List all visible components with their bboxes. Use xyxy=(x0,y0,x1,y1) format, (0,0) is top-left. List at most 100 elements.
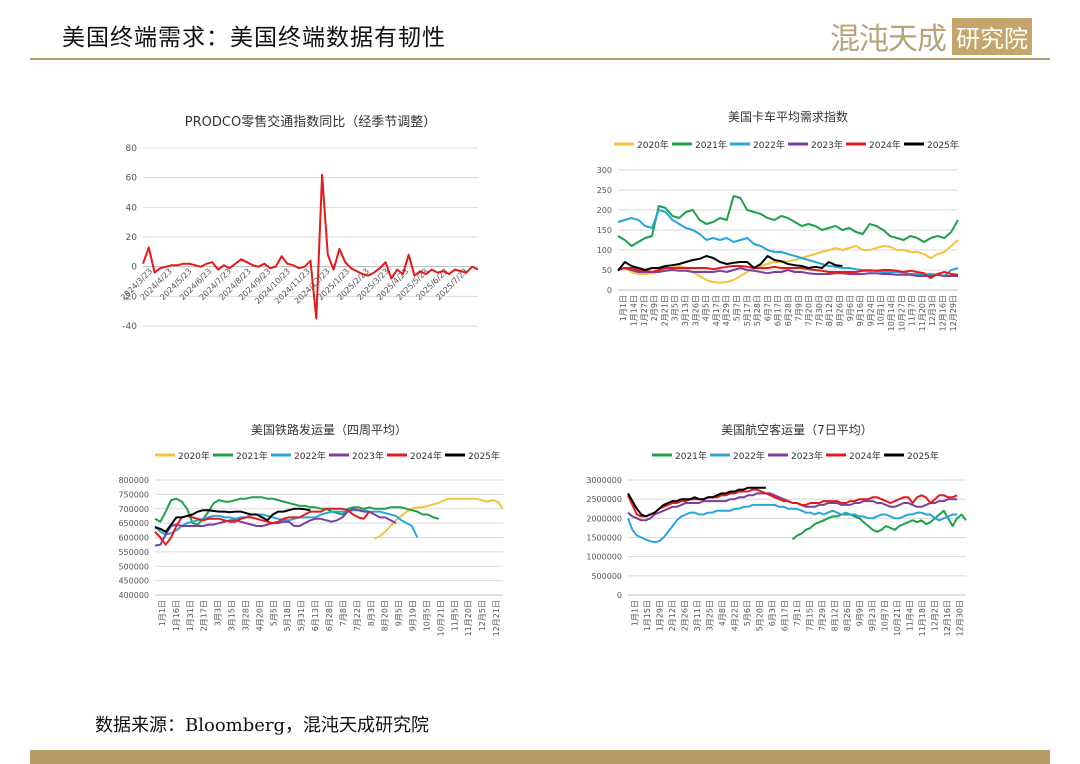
brand-logo-text: 混沌天成 xyxy=(830,22,947,57)
x-tick-label: 1月1日 xyxy=(630,600,639,626)
y-tick-label: 1000000 xyxy=(586,553,622,562)
series-line-2025年 xyxy=(627,486,766,518)
x-tick-label: 5月5日 xyxy=(269,600,278,626)
x-tick-label: 5月17日 xyxy=(743,295,752,326)
x-tick-label: 3月15日 xyxy=(228,600,237,631)
x-tick-label: 7月9日 xyxy=(794,295,803,321)
x-tick-label: 8月26日 xyxy=(843,600,852,631)
legend-label: 2020年 xyxy=(178,450,210,462)
x-tick-label: 5月7日 xyxy=(732,295,741,321)
x-tick-label: 12月5日 xyxy=(478,600,487,631)
x-tick-label: 10月1日 xyxy=(877,295,886,326)
x-tick-label: 11月20日 xyxy=(464,600,473,636)
page-title: 美国终端需求：美国终端数据有韧性 xyxy=(62,25,446,51)
x-tick-label: 9月23日 xyxy=(868,600,877,631)
x-tick-label: 4月20日 xyxy=(255,600,264,631)
x-tick-label: 5月6日 xyxy=(743,600,752,626)
x-tick-label: 2月12日 xyxy=(668,600,677,631)
chart-title: 美国卡车平均需求指数 xyxy=(728,109,848,124)
x-tick-label: 6月3日 xyxy=(768,600,777,626)
x-tick-label: 11月20日 xyxy=(918,295,927,331)
x-tick-label: 3月11日 xyxy=(693,600,702,631)
x-tick-label: 4月5日 xyxy=(702,295,711,321)
x-tick-label: 9月24日 xyxy=(866,295,875,326)
series-line-2021年 xyxy=(617,195,959,247)
chart-title: PRODCO零售交通指数同比（经季节调整） xyxy=(185,114,436,130)
series-line-2024年 xyxy=(627,488,958,518)
x-tick-label: 5月31日 xyxy=(297,600,306,631)
y-tick-label: 80 xyxy=(126,144,138,154)
y-tick-label: 2000000 xyxy=(586,514,622,523)
x-tick-label: 2月17日 xyxy=(200,600,209,631)
series-line-2020年 xyxy=(374,497,504,540)
x-tick-label: 7月1日 xyxy=(793,600,802,626)
legend-label: 2024年 xyxy=(849,450,881,462)
x-tick-label: 2月9日 xyxy=(650,295,659,321)
x-tick-label: 4月29日 xyxy=(722,295,731,326)
x-tick-label: 3月26日 xyxy=(691,295,700,326)
y-tick-label: 50 xyxy=(602,266,612,275)
y-tick-label: -20 xyxy=(122,292,137,302)
x-tick-label: 11月18日 xyxy=(918,600,927,636)
series-line-2021年 xyxy=(791,509,967,541)
data-source-note: 数据来源：Bloomberg，混沌天成研究院 xyxy=(95,715,430,736)
y-tick-label: 400000 xyxy=(118,591,149,600)
x-tick-label: 7月20日 xyxy=(805,295,814,326)
series-line-2024年 xyxy=(617,265,959,279)
x-tick-label: 1月14日 xyxy=(629,295,638,326)
y-tick-label: 250 xyxy=(597,186,612,195)
x-tick-label: 3月25日 xyxy=(705,600,714,631)
legend-label: 2023年 xyxy=(352,450,384,462)
x-tick-label: 5月18日 xyxy=(283,600,292,631)
legend-label: 2021年 xyxy=(675,450,707,462)
x-tick-label: 1月27日 xyxy=(640,295,649,326)
x-tick-label: 2月26日 xyxy=(680,600,689,631)
legend-label: 2024年 xyxy=(869,139,901,151)
x-tick-label: 7月30日 xyxy=(815,295,824,326)
x-tick-label: 10月27日 xyxy=(897,295,906,331)
y-tick-label: 500000 xyxy=(591,572,622,581)
x-tick-label: 12月3日 xyxy=(928,295,937,326)
legend-label: 2022年 xyxy=(294,450,326,462)
x-tick-label: 9月9日 xyxy=(856,600,865,626)
x-tick-label: 10月7日 xyxy=(881,600,890,631)
chart-us-air-passengers: 美国航空客运量（7日平均） 2021年 2022年 2023年 2024年 2025年 30… xyxy=(586,422,967,636)
x-tick-label: 1月1日 xyxy=(158,600,167,626)
x-tick-label: 3月3日 xyxy=(214,600,223,626)
chart-prodco-retail-transport: PRODCO零售交通指数同比（经季节调整）806040200-20-402024… xyxy=(119,114,479,332)
x-tick-label: 12月2日 xyxy=(931,600,940,631)
x-tick-label: 1月31日 xyxy=(186,600,195,631)
x-tick-label: 5月20日 xyxy=(755,600,764,631)
y-tick-label: 750000 xyxy=(118,490,149,499)
legend-label: 2021年 xyxy=(695,139,727,151)
x-tick-label: 11月4日 xyxy=(906,600,915,631)
y-tick-label: 0 xyxy=(607,286,612,295)
series-line-main xyxy=(142,173,479,320)
y-tick-label: 550000 xyxy=(118,548,149,557)
brand-logo: 混沌天成 研究院 xyxy=(830,14,1032,58)
series-line-2020年 xyxy=(617,239,959,284)
legend-label: 2020年 xyxy=(637,139,669,151)
x-tick-label: 6月17日 xyxy=(774,295,783,326)
y-tick-label: 100 xyxy=(597,246,612,255)
x-tick-label: 9月5日 xyxy=(395,600,404,626)
footer-bar xyxy=(30,750,1050,764)
x-tick-label: 8月12日 xyxy=(831,600,840,631)
x-tick-label: 4月17日 xyxy=(712,295,721,326)
x-tick-label: 12月21日 xyxy=(492,600,501,636)
y-tick-label: 2500000 xyxy=(586,495,622,504)
x-tick-label: 8月12日 xyxy=(825,295,834,326)
x-tick-label: 10月21日 xyxy=(436,600,445,636)
y-tick-label: 800000 xyxy=(118,476,149,485)
x-tick-label: 5月28日 xyxy=(753,295,762,326)
x-tick-label: 2月21日 xyxy=(660,295,669,326)
x-tick-label: 6月28日 xyxy=(784,295,793,326)
legend-label: 2021年 xyxy=(236,450,268,462)
x-tick-label: 10月5日 xyxy=(422,600,431,631)
x-tick-label: 1月16日 xyxy=(172,600,181,631)
y-tick-label: 0 xyxy=(617,591,622,600)
y-tick-label: 1500000 xyxy=(586,534,622,543)
x-tick-label: 6月13日 xyxy=(311,600,320,631)
series-line-2022年 xyxy=(627,503,958,544)
x-tick-label: 9月16日 xyxy=(856,295,865,326)
